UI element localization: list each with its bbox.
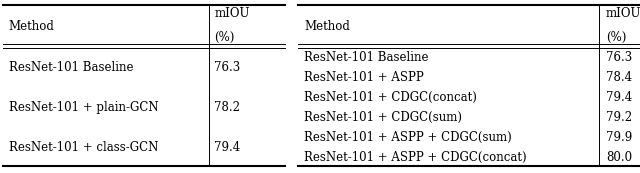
- Text: 79.9: 79.9: [605, 131, 632, 144]
- Text: mIOU: mIOU: [214, 7, 250, 20]
- Text: ResNet-101 + ASPP + CDGC(concat): ResNet-101 + ASPP + CDGC(concat): [305, 151, 527, 164]
- Text: (%): (%): [214, 31, 235, 44]
- Text: 78.2: 78.2: [214, 101, 241, 114]
- Text: ResNet-101 + CDGC(concat): ResNet-101 + CDGC(concat): [305, 91, 477, 104]
- Text: 79.4: 79.4: [605, 91, 632, 104]
- Text: 79.2: 79.2: [605, 111, 632, 124]
- Text: mIOU: mIOU: [605, 7, 640, 20]
- Text: ResNet-101 + class-GCN: ResNet-101 + class-GCN: [9, 141, 158, 154]
- Text: (%): (%): [605, 31, 626, 44]
- Text: ResNet-101 + ASPP: ResNet-101 + ASPP: [305, 71, 424, 84]
- Text: 80.0: 80.0: [605, 151, 632, 164]
- Text: ResNet-101 Baseline: ResNet-101 Baseline: [9, 61, 133, 74]
- Text: 79.4: 79.4: [214, 141, 241, 154]
- Text: ResNet-101 + plain-GCN: ResNet-101 + plain-GCN: [9, 101, 159, 114]
- Text: 76.3: 76.3: [214, 61, 241, 74]
- Text: ResNet-101 Baseline: ResNet-101 Baseline: [305, 51, 429, 64]
- Text: ResNet-101 + CDGC(sum): ResNet-101 + CDGC(sum): [305, 111, 463, 124]
- Text: Method: Method: [305, 20, 350, 33]
- Text: Method: Method: [9, 20, 54, 33]
- Text: ResNet-101 + ASPP + CDGC(sum): ResNet-101 + ASPP + CDGC(sum): [305, 131, 512, 144]
- Text: 78.4: 78.4: [605, 71, 632, 84]
- Text: 76.3: 76.3: [605, 51, 632, 64]
